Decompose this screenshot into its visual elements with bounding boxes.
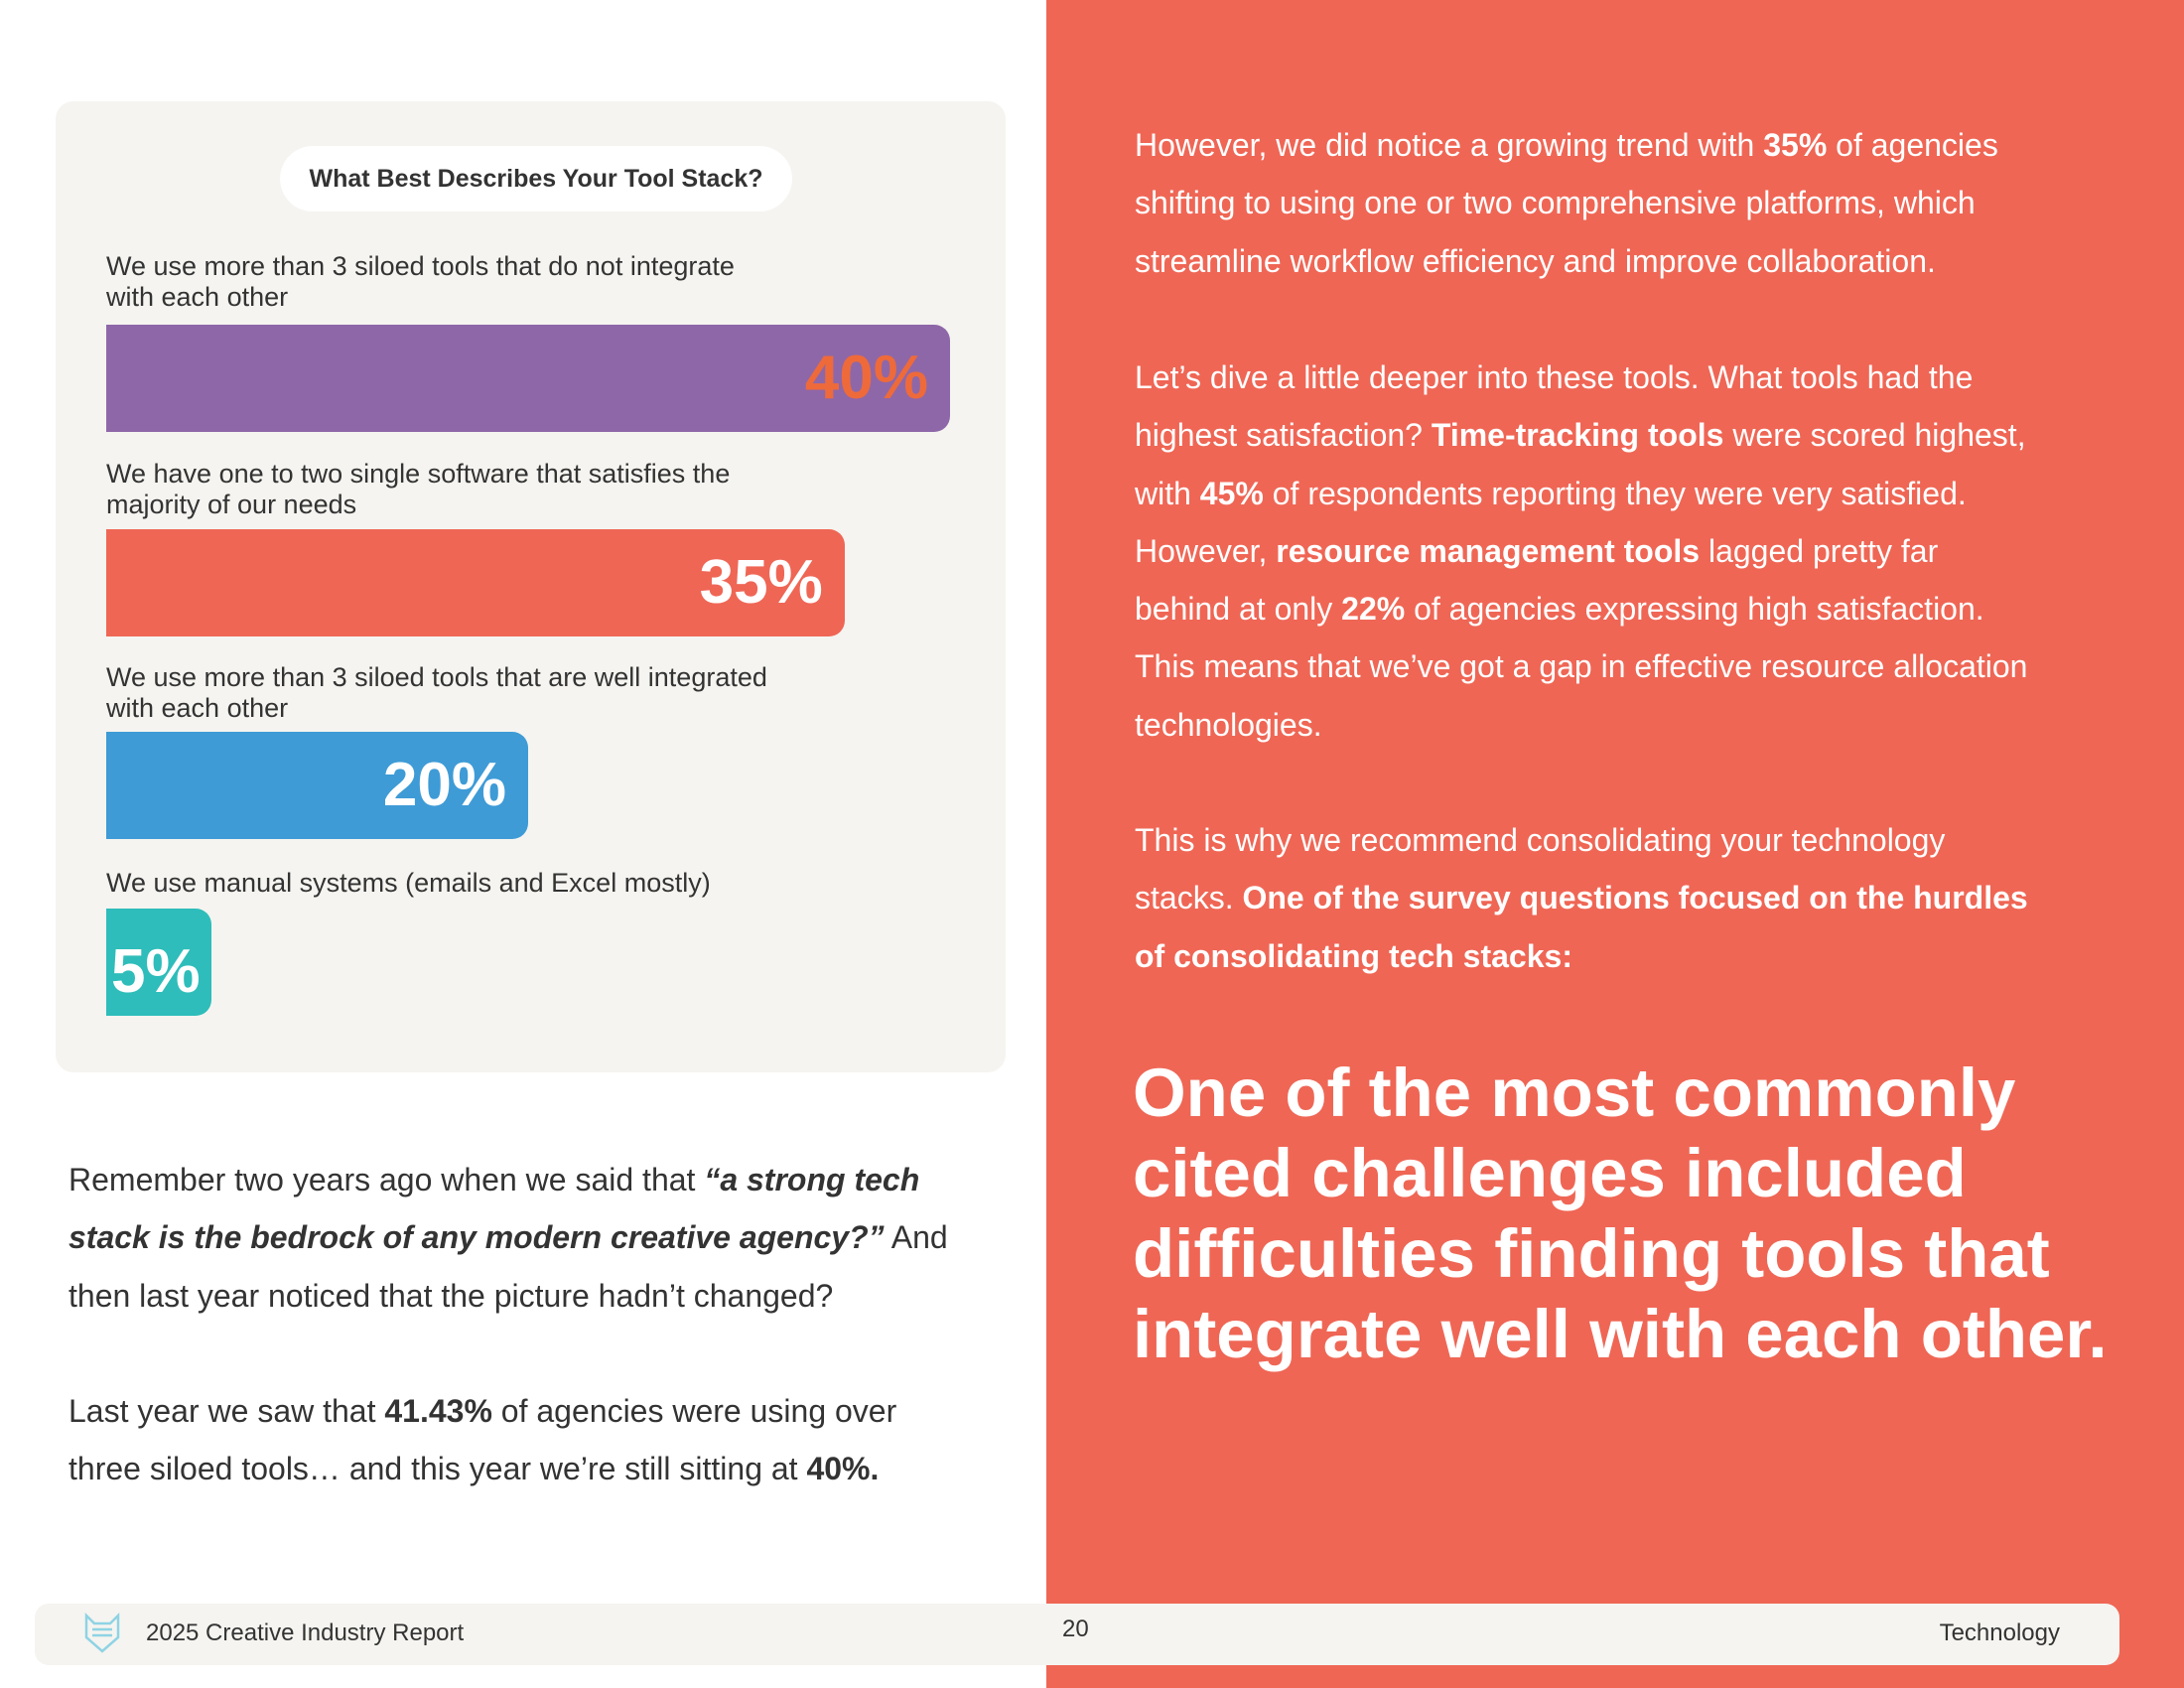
body-text: However, we did notice a growing trend w… [1135,127,1764,163]
right-accent-panel [1046,0,2184,1688]
body-text: of agencies were using over [491,1393,897,1429]
emphasis-text: of consolidating tech stacks: [1135,937,1572,974]
text-line: then last year noticed that the picture … [68,1267,948,1325]
text-line: with 45% of respondents reporting they w… [1135,465,2027,522]
bar-data-label: 20% [382,751,506,819]
bar [106,325,950,432]
body-text: Remember two years ago when we said that [68,1162,705,1197]
bar [106,529,845,636]
body-text: were scored highest, [1723,417,2026,454]
emphasis-text: 35% [1763,127,1828,163]
text-line: Last year we saw that 41.43% of agencies… [68,1382,896,1440]
body-text: of respondents reporting they were very … [1263,475,1967,511]
body-text: Last year we saw that [68,1393,385,1429]
callout-quote: One of the most commonly cited challenge… [1133,1053,2108,1374]
right-paragraph-3: This is why we recommend consolidating y… [1135,811,2028,985]
emphasis-text: One of the survey questions focused on t… [1242,880,2028,916]
bar [106,732,528,839]
text-line: Let’s dive a little deeper into these to… [1135,349,2027,406]
text-line: three siloed tools… and this year we’re … [68,1440,896,1497]
body-text: then last year noticed that the picture … [68,1277,834,1314]
label-line: majority of our needs [106,490,357,519]
body-text: And [884,1219,948,1256]
body-text: behind at only [1135,591,1342,628]
label-line: with each other [106,282,289,312]
text-line: technologies. [1135,696,2027,754]
bar [106,909,212,1016]
bar-category-label: We use more than 3 siloed tools that are… [106,662,900,724]
text-line: highest satisfaction? Time-tracking tool… [1135,406,2027,464]
body-text: shifting to using one or two comprehensi… [1135,185,1976,221]
body-text: stacks. [1135,880,1243,916]
callout-line: One of the most commonly [1133,1055,2016,1131]
page-number: 20 [1062,1616,1089,1642]
text-line: behind at only 22% of agencies expressin… [1135,580,2027,637]
emphasis-text: 22% [1341,591,1406,628]
bar-category-label: We use manual systems (emails and Excel … [106,868,900,899]
text-line: Remember two years ago when we said that… [68,1151,948,1208]
emphasis-text: Time-tracking tools [1431,417,1724,454]
text-line: stacks. One of the survey questions focu… [1135,869,2028,926]
label-line: We use more than 3 siloed tools that are… [106,662,767,692]
body-text: lagged pretty far [1700,532,1939,569]
bar-data-label: 35% [699,548,823,617]
body-text: Let’s dive a little deeper into these to… [1135,359,1974,395]
fox-logo-icon [84,1612,120,1653]
label-line: We use manual systems (emails and Excel … [106,868,711,898]
callout-line: difficulties finding tools that [1133,1215,2050,1292]
text-line: This means that we’ve got a gap in effec… [1135,637,2027,695]
emphasis-text: “a strong tech [704,1162,920,1197]
bar-category-label: We use more than 3 siloed tools that do … [106,251,900,313]
body-text: of agencies [1827,127,1998,163]
emphasis-text: 41.43% [384,1393,492,1429]
body-text: of agencies expressing high satisfaction… [1405,591,1984,628]
body-text: streamline workflow efficiency and impro… [1135,242,1936,279]
emphasis-text: stack is the bedrock of any modern creat… [68,1219,885,1256]
bar-data-label: 40% [804,344,928,412]
text-line: shifting to using one or two comprehensi… [1135,174,1998,231]
left-paragraph-2: Last year we saw that 41.43% of agencies… [68,1382,896,1498]
label-line: We use more than 3 siloed tools that do … [106,251,735,281]
text-line: streamline workflow efficiency and impro… [1135,232,1998,290]
right-paragraph-1: However, we did notice a growing trend w… [1135,116,1998,290]
bar-category-label: We have one to two single software that … [106,459,900,520]
body-text: with [1135,475,1200,511]
text-line: stack is the bedrock of any modern creat… [68,1208,948,1266]
body-text: highest satisfaction? [1135,417,1432,454]
chart-title: What Best Describes Your Tool Stack? [280,146,792,211]
text-line: However, we did notice a growing trend w… [1135,116,1998,174]
page-footer: 2025 Creative Industry Report 20 Technol… [35,1604,2119,1665]
text-line: However, resource management tools lagge… [1135,522,2027,580]
body-text: technologies. [1135,706,1322,743]
text-line: This is why we recommend consolidating y… [1135,811,2028,869]
left-paragraph-1: Remember two years ago when we said that… [68,1151,948,1325]
body-text: This means that we’ve got a gap in effec… [1135,648,2028,685]
body-text: three siloed tools… and this year we’re … [68,1451,807,1487]
callout-line: cited challenges included [1133,1135,1967,1211]
callout-line: integrate well with each other. [1133,1296,2108,1372]
body-text: This is why we recommend consolidating y… [1135,822,1946,858]
section-name: Technology [1939,1619,2060,1646]
label-line: We have one to two single software that … [106,459,731,489]
emphasis-text: 45% [1199,475,1264,511]
text-line: of consolidating tech stacks: [1135,927,2028,985]
right-paragraph-2: Let’s dive a little deeper into these to… [1135,349,2027,754]
emphasis-text: 40%. [806,1451,880,1487]
bar-data-label: 5% [111,937,201,1006]
body-text: However, [1135,532,1277,569]
label-line: with each other [106,693,289,723]
emphasis-text: resource management tools [1276,532,1701,569]
report-title: 2025 Creative Industry Report [146,1619,465,1646]
